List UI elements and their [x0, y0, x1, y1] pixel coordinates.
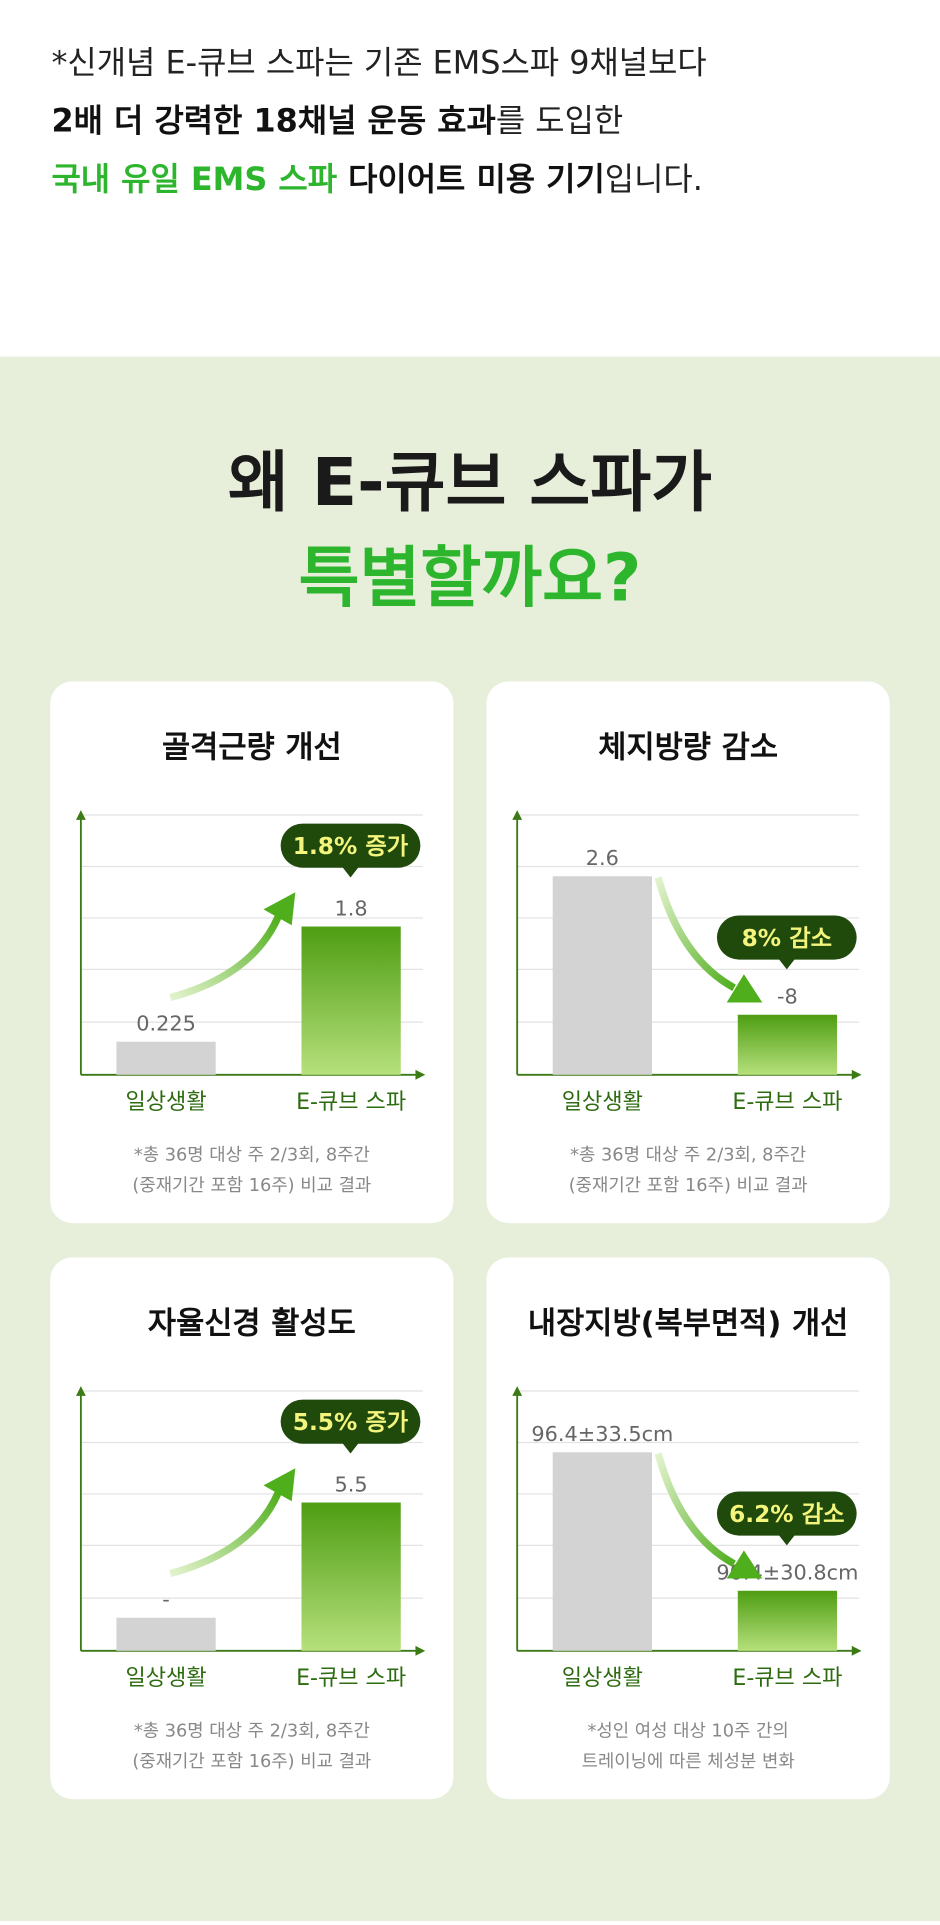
badge-text: 1.8% 증가 [293, 833, 409, 860]
badge-pointer [778, 958, 796, 970]
axis-arrow [851, 1645, 862, 1656]
bar-label: 0.225 [136, 1012, 196, 1036]
intro-line: *신개념 E-큐브 스파는 기존 EMS스파 9채널보다 [51, 44, 706, 82]
axis-arrow [512, 1386, 523, 1396]
category-label: E-큐브 스파 [732, 1666, 842, 1691]
badge-text: 6.2% 감소 [729, 1501, 844, 1528]
section-title: 왜 E-큐브 스파가 [228, 444, 712, 521]
note: *총 36명 대상 주 2/3회, 8주간 [134, 1145, 370, 1166]
intro-segment: 를 도입한 [496, 102, 623, 140]
badge-bg [280, 823, 421, 868]
bar-label: -8 [777, 985, 798, 1009]
trend-arrow [169, 915, 282, 1002]
note: 트레이닝에 따른 체성분 변화 [582, 1751, 795, 1772]
intro-segment: 2배 더 강력한 18채널 운동 효과 [51, 102, 495, 140]
card-title: 자율신경 활성도 [148, 1306, 356, 1341]
bar [116, 1617, 216, 1651]
category-label: 일상생활 [125, 1090, 206, 1115]
card-title: 내장지방(복부면적) 개선 [528, 1306, 848, 1341]
badge-text: 5.5% 증가 [293, 1409, 409, 1436]
note: (중재기간 포함 16주) 비교 결과 [132, 1751, 371, 1772]
card: 자율신경 활성도 - 일상생활 5.5 E-큐브 스파 5.5% 증가 *총 36명 대상 … [50, 1257, 454, 1800]
card-title: 골격근량 개선 [162, 730, 342, 765]
trend-arrow [654, 876, 736, 992]
card-title: 체지방량 감소 [598, 730, 778, 765]
category-label: E-큐브 스파 [296, 1090, 406, 1115]
category-label: 일상생활 [562, 1090, 643, 1115]
trend-arrow-head [726, 1550, 763, 1579]
note: (중재기간 포함 16주) 비교 결과 [132, 1175, 371, 1196]
axis-arrow [512, 810, 523, 820]
card: 체지방량 감소 2.6 일상생활 -8 E-큐브 스파 8% 감소 *총 36명 대상 주 … [486, 681, 890, 1224]
intro-segment: 입니다. [605, 160, 703, 198]
bar [116, 1041, 216, 1075]
badge-pointer [778, 1534, 796, 1546]
intro-segment: 국내 유일 EMS 스파 [51, 160, 337, 198]
bar-label: 5.5 [335, 1472, 368, 1496]
badge-pointer [341, 1442, 360, 1454]
trend-arrow-head [263, 1468, 296, 1502]
category-label: 일상생활 [125, 1666, 206, 1691]
bar [737, 1590, 838, 1651]
bar-label: 1.8 [335, 896, 368, 920]
axis-arrow [851, 1069, 862, 1080]
note: *총 36명 대상 주 2/3회, 8주간 [134, 1721, 370, 1742]
intro-segment: *신개념 E-큐브 스파는 기존 EMS스파 9채널보다 [51, 44, 706, 82]
section-title: 특별할까요? [299, 540, 642, 617]
bar [301, 926, 401, 1075]
badge-bg [280, 1399, 421, 1444]
bar [552, 1452, 652, 1651]
axis-arrow [415, 1069, 426, 1080]
intro-line: 2배 더 강력한 18채널 운동 효과를 도입한 [51, 102, 623, 140]
trend-arrow-head [726, 974, 763, 1003]
card-bg [486, 1257, 890, 1800]
intro-segment: 다이어트 미용 기기 [337, 160, 605, 198]
category-label: E-큐브 스파 [732, 1090, 842, 1115]
bar-label: - [162, 1588, 170, 1612]
badge-bg [716, 915, 857, 960]
content: 왜 E-큐브 스파가 특별할까요? *신개념 E-큐브 스파는 기존 EMS스파… [0, 44, 940, 1925]
axis-arrow [75, 1386, 86, 1396]
card: 골격근량 개선 0.225 일상생활 1.8 E-큐브 스파 1.8% 증가 *총 36명 … [50, 681, 454, 1224]
bar [737, 1014, 838, 1075]
badge-bg [716, 1491, 857, 1536]
category-label: E-큐브 스파 [296, 1666, 406, 1691]
bar [552, 876, 652, 1075]
axis-arrow [415, 1645, 426, 1656]
bar [301, 1502, 401, 1651]
bar-label: 96.4±33.5cm [531, 1422, 673, 1446]
note: (중재기간 포함 16주) 비교 결과 [569, 1175, 808, 1196]
bar-label: 2.6 [586, 846, 619, 870]
card-bg [486, 681, 890, 1224]
note: *총 36명 대상 주 2/3회, 8주간 [570, 1145, 806, 1166]
axis-arrow [75, 810, 86, 820]
trend-arrow [169, 1491, 282, 1578]
trend-arrow [654, 1452, 736, 1568]
note: *성인 여성 대상 10주 간의 [588, 1721, 789, 1742]
category-label: 일상생활 [562, 1666, 643, 1691]
badge-pointer [341, 866, 360, 878]
trend-arrow-head [263, 892, 296, 926]
badge-text: 8% 감소 [742, 925, 832, 952]
card: 내장지방(복부면적) 개선96.4±33.5cm일상생활90.4±30.8cmE… [486, 1257, 890, 1800]
intro-line: 국내 유일 EMS 스파 다이어트 미용 기기입니다. [51, 160, 702, 198]
